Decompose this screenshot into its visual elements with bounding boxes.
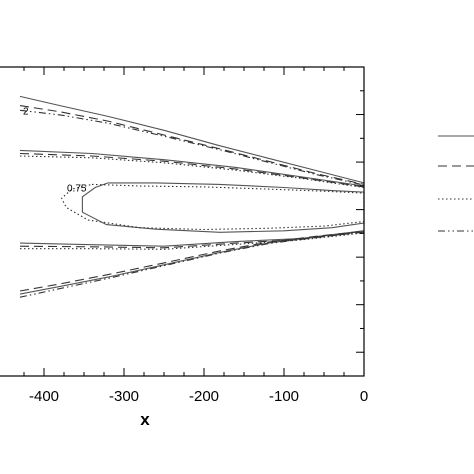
x-tick-label: -400	[29, 388, 59, 405]
series-4-contour-1	[19, 109, 365, 186]
series-1-contour-3	[81, 182, 365, 233]
contour-label: 2	[23, 106, 29, 117]
x-tick-label: -100	[269, 388, 299, 405]
contour-lines	[19, 95, 365, 298]
x-tick-label: -300	[109, 388, 139, 405]
x-tick-labels: -400 -300 -200 -100 0	[29, 388, 368, 405]
axis-ticks	[23, 67, 365, 376]
series-2-contour-1	[19, 105, 365, 185]
series-2-contour-4	[19, 230, 365, 292]
series-2-contour-2	[19, 152, 365, 188]
x-tick-label: 0	[360, 388, 368, 405]
legend	[438, 135, 474, 232]
series-1-contour-5	[19, 230, 365, 295]
series-3-contour-2	[60, 183, 365, 231]
plot-frame	[0, 66, 365, 377]
x-axis-label: x	[140, 410, 150, 429]
series-3-contour-3	[20, 232, 365, 250]
series-2-contour-3	[19, 231, 365, 249]
x-tick-label: -200	[189, 388, 219, 405]
series-4-contour-2	[19, 231, 365, 298]
contour-labels: 20.75	[23, 106, 87, 194]
series-1-contour-2	[19, 149, 365, 187]
series-3-contour-1	[19, 155, 365, 189]
series-1-contour-1	[19, 95, 365, 184]
contour-label: 0.75	[67, 184, 87, 195]
